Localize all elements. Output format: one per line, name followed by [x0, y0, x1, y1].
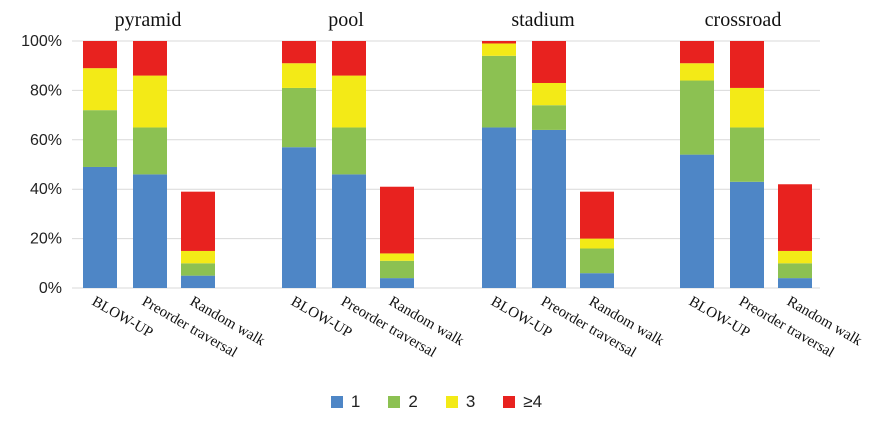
bar-segment [83, 166, 117, 288]
bar-segment [680, 41, 714, 64]
bar-segment [730, 127, 764, 182]
y-tick-label: 60% [30, 132, 62, 149]
bar-segment [532, 129, 566, 288]
legend-item-4: ≥4 [503, 392, 542, 412]
legend-label-1: 1 [350, 392, 361, 411]
legend-swatch-3 [445, 396, 458, 408]
bar-segment [580, 191, 614, 239]
legend-swatch-2 [388, 396, 401, 408]
legend-swatch-4 [503, 396, 516, 408]
panel-title-pyramid: pyramid [115, 9, 182, 31]
chart-legend: 1 2 3 ≥4 [0, 392, 873, 412]
bar-segment [181, 275, 215, 288]
bar-segment [380, 186, 414, 254]
bar-segment [83, 110, 117, 167]
legend-label-4: ≥4 [523, 392, 543, 411]
bar-segment [730, 41, 764, 88]
bar-segment [778, 184, 812, 251]
panel-title-pool: pool [328, 9, 364, 31]
bar-segment [332, 174, 366, 288]
bar-segment [380, 253, 414, 261]
y-tick-label: 40% [30, 181, 62, 198]
bar-segment [332, 127, 366, 175]
bar-segment [778, 250, 812, 264]
bar-segment [332, 75, 366, 128]
bar-segment [380, 278, 414, 288]
bar-segment [181, 250, 215, 264]
bar-segment [282, 87, 316, 148]
y-tick-label: 100% [21, 33, 62, 50]
bar-segment [482, 41, 516, 44]
legend-item-3: 3 [445, 392, 476, 412]
bar-segment [482, 43, 516, 56]
bar-segment [680, 80, 714, 155]
legend-item-2: 2 [388, 392, 418, 412]
bar-segment [133, 75, 167, 128]
bar-segment [680, 63, 714, 81]
bar-segment [282, 63, 316, 88]
bar-segment [532, 82, 566, 106]
bar-segment [282, 41, 316, 64]
bar-segment [778, 278, 812, 288]
bar-segment [730, 87, 764, 128]
bar-segment [133, 41, 167, 76]
panel-title-stadium: stadium [511, 9, 575, 31]
bar-segment [181, 263, 215, 276]
y-tick-label: 80% [30, 82, 62, 99]
bar-segment [532, 41, 566, 83]
bar-segment [282, 147, 316, 288]
bar-segment [83, 68, 117, 111]
bar-segment [580, 238, 614, 249]
bar-segment [133, 174, 167, 288]
bar-segment [730, 181, 764, 288]
bar-segment [380, 260, 414, 279]
legend-label-2: 2 [408, 392, 418, 411]
bar-segment [580, 248, 614, 274]
bar-segment [482, 55, 516, 128]
bar-segment [532, 105, 566, 130]
legend-swatch-1 [330, 396, 343, 408]
bar-segment [332, 41, 366, 76]
legend-label-3: 3 [465, 392, 476, 411]
y-tick-label: 20% [30, 231, 62, 248]
bar-segment [181, 191, 215, 251]
legend-item-1: 1 [330, 392, 361, 412]
y-tick-label: 0% [39, 280, 62, 297]
bar-segment [482, 127, 516, 288]
bar-segment [83, 41, 117, 69]
panel-title-crossroad: crossroad [705, 9, 782, 31]
bar-segment [680, 154, 714, 288]
bar-segment [580, 273, 614, 288]
bar-segment [778, 263, 812, 279]
bar-segment [133, 127, 167, 175]
